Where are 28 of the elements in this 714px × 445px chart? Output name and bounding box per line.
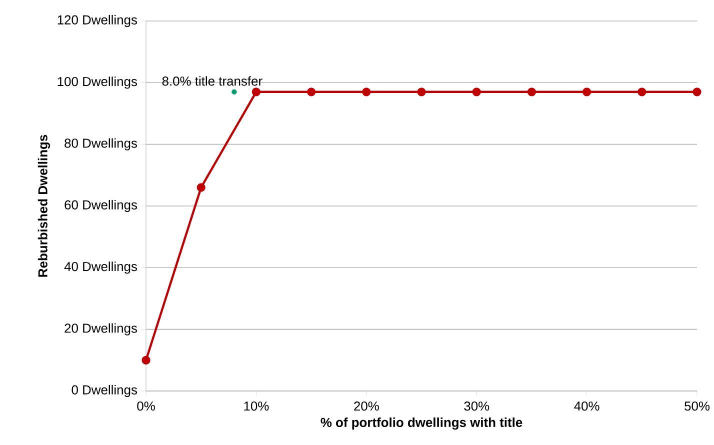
x-tick-label: 0% [137,402,155,411]
point [362,88,371,96]
point [307,88,316,96]
x-tick-label: 30% [464,402,490,411]
y-tick-label: 100 Dwellings [58,76,137,89]
point [142,356,150,364]
y-axis-title: Reburbished Dwellings [38,134,50,277]
point [582,88,592,96]
y-tick-label: 40 Dwellings [64,262,137,274]
point [196,183,206,192]
x-axis-title: % of portfolio dwellings with title [320,418,522,430]
point [692,88,702,96]
point [472,88,481,96]
y-tick-label: 80 Dwellings [64,138,137,150]
y-tick-label: 60 Dwellings [64,200,137,212]
point [527,88,536,96]
y-tick-label: 20 Dwellings [64,323,137,336]
point [417,88,426,96]
point [232,89,237,94]
y-tick-label: 0 Dwellings [72,384,137,398]
annotation: 8.0% title transfer [162,76,262,86]
x-tick-label: 20% [354,402,379,411]
x-tick-label: 40% [574,402,600,411]
x-tick-label: 50% [684,402,710,411]
x-tick-label: 10% [244,402,269,411]
point [252,88,261,96]
point [638,88,646,96]
y-tick-label: 120 Dwellings [58,14,137,28]
